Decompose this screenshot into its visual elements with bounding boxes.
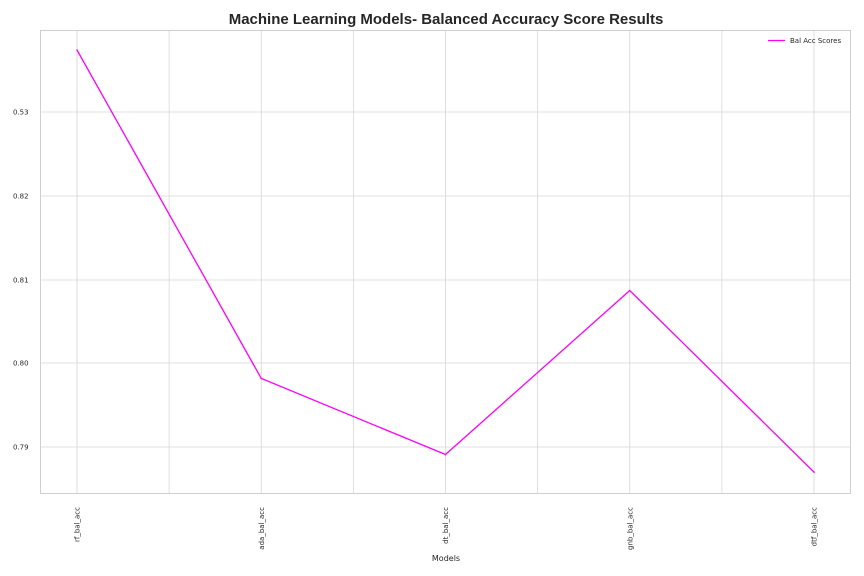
x-tick-label: gnb_bal_acc	[626, 507, 634, 550]
plot-frame	[40, 30, 851, 494]
data-point	[628, 289, 631, 292]
x-tick-label: dt_bal_acc	[442, 507, 450, 544]
data-point	[76, 49, 78, 51]
legend: Bal Acc Scores	[768, 37, 841, 45]
x-tick-label: ada_bal_acc	[258, 507, 266, 550]
grid	[40, 30, 851, 494]
x-tick-label: dtf_bal_acc	[811, 507, 819, 546]
y-axis-ticks: 0.79 0.80 0.81 0.82 0.53	[13, 109, 29, 452]
legend-label: Bal Acc Scores	[790, 37, 841, 45]
chart-title: Machine Learning Models- Balanced Accura…	[229, 11, 664, 28]
y-tick-label: 0.53	[13, 109, 29, 117]
x-axis-label: Models	[432, 554, 460, 563]
y-tick-label: 0.79	[13, 444, 29, 452]
data-point	[444, 453, 447, 456]
data-point	[813, 471, 815, 473]
series-layer	[76, 49, 815, 473]
y-tick-label: 0.81	[13, 277, 29, 285]
x-tick-label: rf_bal_acc	[74, 507, 82, 542]
y-tick-label: 0.80	[13, 360, 29, 368]
y-tick-label: 0.82	[13, 193, 29, 201]
data-point	[260, 377, 263, 380]
x-axis-ticks: rf_bal_acc ada_bal_acc dt_bal_acc gnb_bal_a…	[74, 507, 819, 550]
